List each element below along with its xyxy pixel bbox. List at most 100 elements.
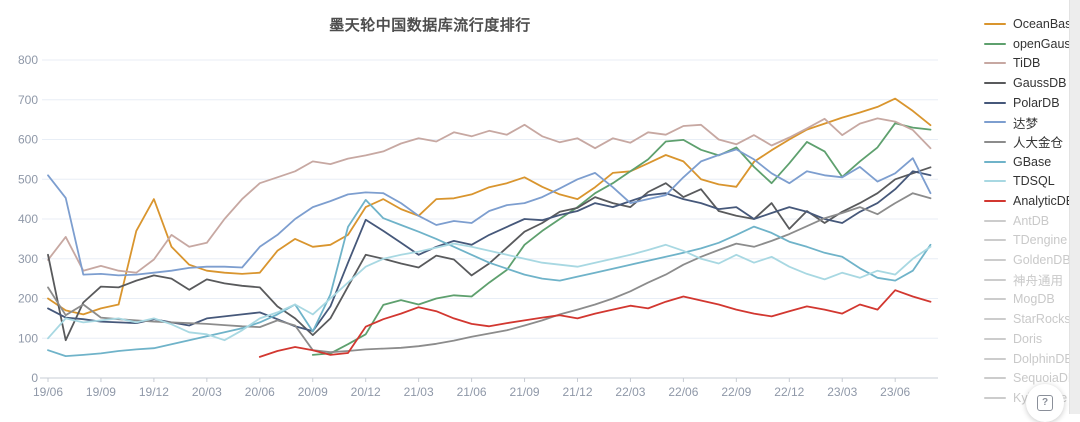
legend-label: 神舟通用	[1013, 274, 1064, 289]
legend-item-TDengine[interactable]: TDengine	[984, 231, 1078, 251]
x-tick-label: 22/12	[774, 385, 804, 399]
y-tick-label: 0	[31, 371, 38, 385]
legend-item-openGauss[interactable]: openGauss	[984, 34, 1078, 54]
legend-label: AntDB	[1013, 213, 1050, 228]
legend-line-marker	[984, 239, 1006, 242]
legend-line-marker	[984, 259, 1006, 262]
gridlines	[42, 59, 938, 339]
y-tick-label: 400	[18, 212, 38, 226]
legend-line-marker	[984, 42, 1006, 45]
series-line-TDSQL	[47, 242, 932, 342]
y-tick-label: 500	[18, 172, 38, 186]
x-tick-label: 22/03	[615, 385, 645, 399]
legend-item-达梦[interactable]: 达梦	[984, 112, 1078, 132]
x-tick-label: 22/09	[721, 385, 751, 399]
legend-label: Doris	[1013, 331, 1043, 346]
x-tick-label: 19/12	[139, 385, 169, 399]
x-tick-label: 23/06	[880, 385, 910, 399]
legend-line-marker	[984, 140, 1006, 143]
legend-label: StarRocks	[1013, 312, 1071, 327]
x-tick-label: 20/06	[245, 385, 275, 399]
legend-label: GoldenDB	[1013, 253, 1071, 268]
y-tick-label: 700	[18, 93, 38, 107]
legend-line-marker	[984, 219, 1006, 222]
legend-label: 人大金仓	[1013, 136, 1064, 151]
x-axis	[40, 377, 938, 382]
x-tick-label: 20/03	[192, 385, 222, 399]
legend-label: PolarDB	[1013, 95, 1060, 110]
legend-label: TDSQL	[1013, 174, 1055, 189]
x-tick-label: 21/12	[562, 385, 592, 399]
legend-line-marker	[984, 121, 1006, 124]
legend-line-marker	[984, 377, 1006, 380]
legend-label: OceanBase	[1013, 16, 1079, 31]
boxed-question-icon: ?	[1037, 395, 1053, 411]
legend-label: openGauss	[1013, 36, 1077, 51]
legend-label: GBase	[1013, 154, 1052, 169]
x-tick-label: 19/06	[33, 385, 63, 399]
series-lines	[47, 97, 932, 358]
series-line-openGauss	[311, 122, 932, 356]
x-tick-label: 21/03	[404, 385, 434, 399]
legend-line-marker	[984, 200, 1006, 203]
series-line-AnalyticDB	[258, 289, 932, 358]
help-button[interactable]: ?	[1026, 384, 1064, 422]
legend-line-marker	[984, 22, 1006, 25]
legend-line-marker	[984, 81, 1006, 84]
legend-label: DolphinDB	[1013, 351, 1073, 366]
chart-legend: OceanBase openGauss TiDB GaussDB PolarDB 达梦人大…	[984, 14, 1078, 408]
x-tick-label: 22/06	[668, 385, 698, 399]
legend-label: SequoiaDB	[1013, 371, 1077, 386]
x-tick-label: 20/09	[298, 385, 328, 399]
legend-line-marker	[984, 101, 1006, 104]
legend-line-marker	[984, 180, 1006, 183]
series-line-GBase	[47, 198, 932, 358]
legend-label: GaussDB	[1013, 75, 1067, 90]
legend-item-神舟通用[interactable]: 神舟通用	[984, 270, 1078, 290]
legend-label: AnalyticDB	[1013, 194, 1075, 209]
x-tick-label: 21/09	[510, 385, 540, 399]
legend-item-AntDB[interactable]: AntDB	[984, 211, 1078, 231]
page-edge-strip	[1069, 0, 1080, 414]
x-tick-label: 20/12	[351, 385, 381, 399]
legend-line-marker	[984, 396, 1006, 399]
y-tick-label: 100	[18, 331, 38, 345]
legend-label: TiDB	[1013, 56, 1041, 71]
series-line-达梦	[47, 148, 932, 277]
y-tick-label: 800	[18, 53, 38, 67]
legend-item-SequoiaDB[interactable]: SequoiaDB	[984, 368, 1078, 388]
x-tick-label: 21/06	[457, 385, 487, 399]
legend-line-marker	[984, 357, 1006, 360]
legend-line-marker	[984, 160, 1006, 163]
y-tick-label: 300	[18, 252, 38, 266]
x-tick-label: 23/03	[827, 385, 857, 399]
legend-item-OceanBase[interactable]: OceanBase	[984, 14, 1078, 34]
legend-line-marker	[984, 278, 1006, 281]
legend-item-TiDB[interactable]: TiDB	[984, 53, 1078, 73]
legend-item-人大金仓[interactable]: 人大金仓	[984, 132, 1078, 152]
legend-item-GaussDB[interactable]: GaussDB	[984, 73, 1078, 93]
legend-item-GoldenDB[interactable]: GoldenDB	[984, 250, 1078, 270]
legend-item-StarRocks[interactable]: StarRocks	[984, 309, 1078, 329]
series-line-GaussDB	[47, 166, 932, 342]
legend-line-marker	[984, 298, 1006, 301]
series-line-TiDB	[47, 117, 932, 274]
legend-item-DolphinDB[interactable]: DolphinDB	[984, 349, 1078, 369]
legend-item-AnalyticDB[interactable]: AnalyticDB	[984, 191, 1078, 211]
chart-title: 墨天轮中国数据库流行度排行	[329, 17, 531, 34]
legend-item-MogDB[interactable]: MogDB	[984, 290, 1078, 310]
legend-line-marker	[984, 337, 1006, 340]
legend-line-marker	[984, 62, 1006, 65]
legend-label: TDengine	[1013, 233, 1068, 248]
x-tick-label: 19/09	[86, 385, 116, 399]
legend-item-Doris[interactable]: Doris	[984, 329, 1078, 349]
legend-item-TDSQL[interactable]: TDSQL	[984, 172, 1078, 192]
y-tick-label: 200	[18, 292, 38, 306]
y-tick-label: 600	[18, 133, 38, 147]
x-axis-labels: 19/06 19/09 19/12 20/03 20/06 20/09 20/12 21/03…	[33, 385, 911, 399]
series-line-人大金仓	[47, 192, 932, 354]
legend-item-PolarDB[interactable]: PolarDB	[984, 93, 1078, 113]
legend-item-GBase[interactable]: GBase	[984, 152, 1078, 172]
